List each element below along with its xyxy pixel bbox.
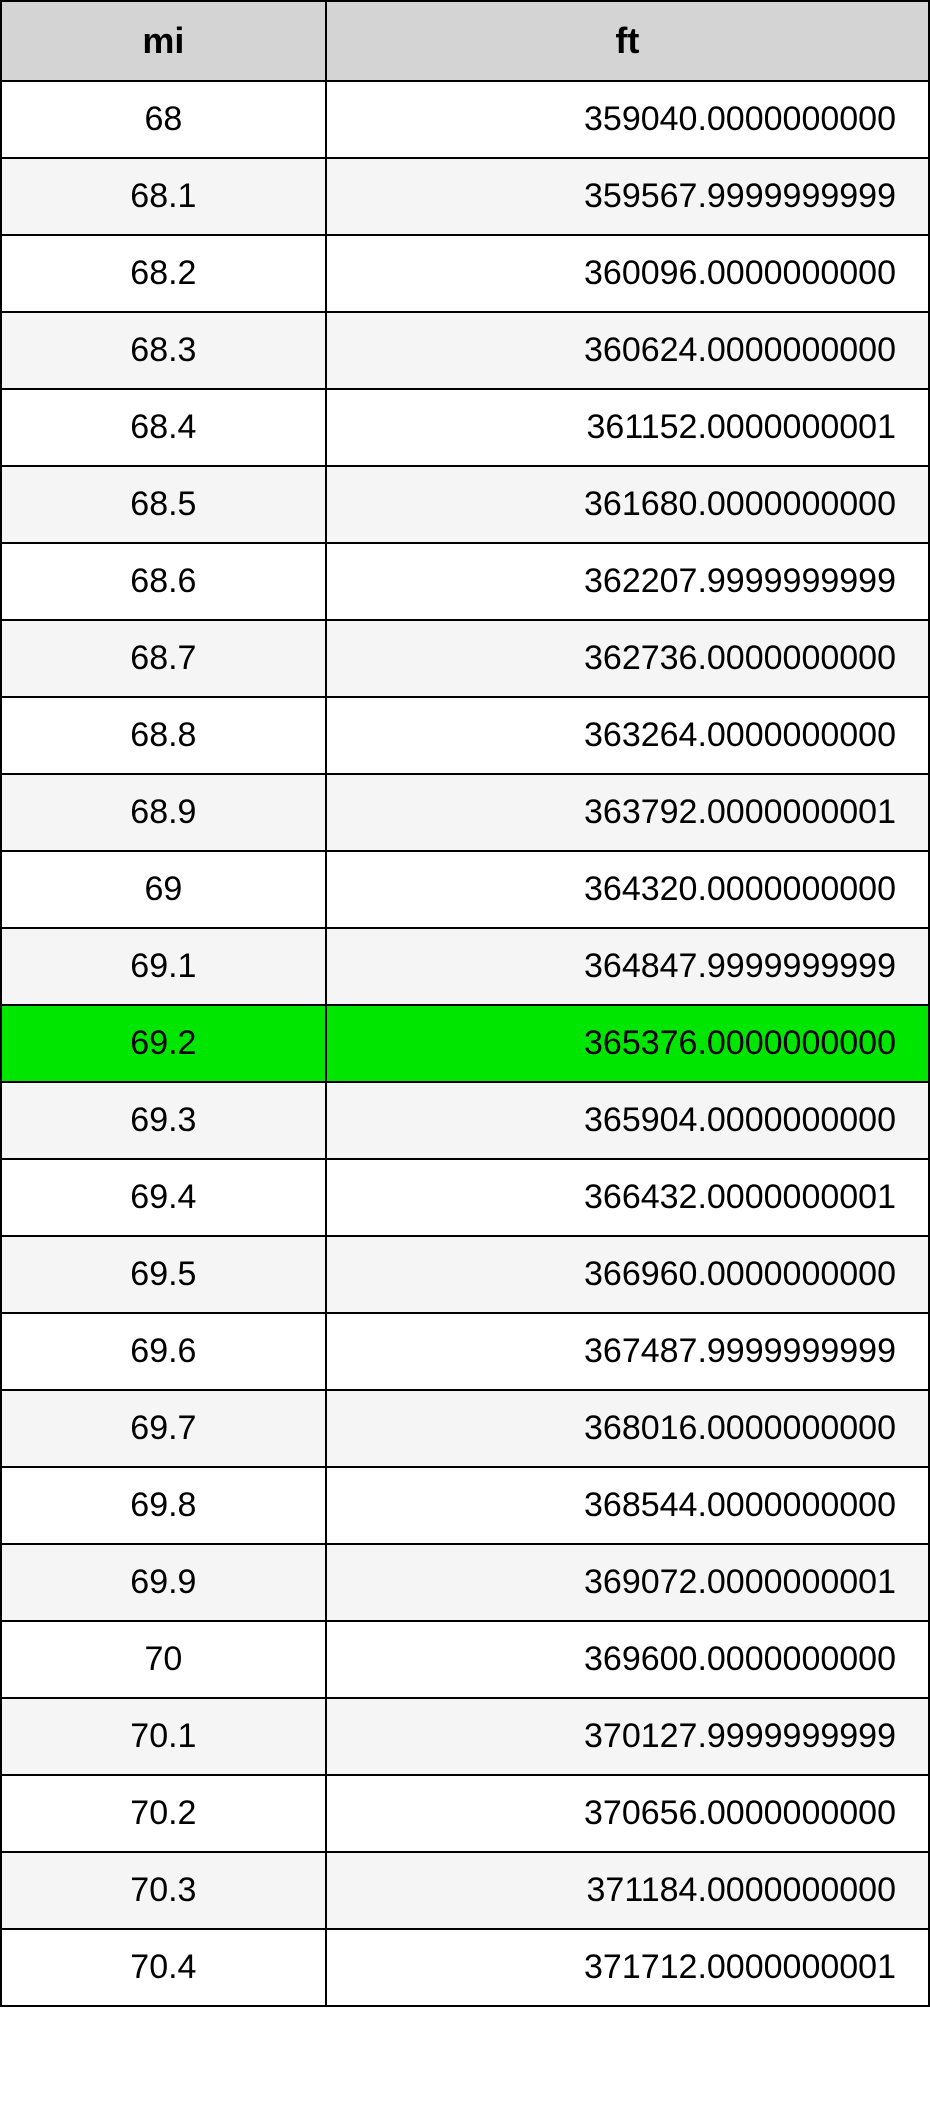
table-row: 68.3 360624.0000000000 bbox=[1, 312, 929, 389]
cell-mi: 70.3 bbox=[1, 1852, 326, 1929]
cell-ft: 366960.0000000000 bbox=[326, 1236, 929, 1313]
cell-mi: 69 bbox=[1, 851, 326, 928]
cell-mi: 68.6 bbox=[1, 543, 326, 620]
table-row: 69.8 368544.0000000000 bbox=[1, 1467, 929, 1544]
table-row: 69.3 365904.0000000000 bbox=[1, 1082, 929, 1159]
cell-ft: 371712.0000000001 bbox=[326, 1929, 929, 2006]
cell-ft: 363792.0000000001 bbox=[326, 774, 929, 851]
col-header-ft: ft bbox=[326, 1, 929, 81]
cell-ft: 368016.0000000000 bbox=[326, 1390, 929, 1467]
cell-mi: 69.8 bbox=[1, 1467, 326, 1544]
table-body: 68 359040.0000000000 68.1 359567.9999999… bbox=[1, 81, 929, 2006]
cell-mi: 69.7 bbox=[1, 1390, 326, 1467]
table-row: 69.5 366960.0000000000 bbox=[1, 1236, 929, 1313]
cell-mi: 70 bbox=[1, 1621, 326, 1698]
cell-mi: 68.7 bbox=[1, 620, 326, 697]
cell-ft: 362207.9999999999 bbox=[326, 543, 929, 620]
table-row: 68.5 361680.0000000000 bbox=[1, 466, 929, 543]
table-row: 69.7 368016.0000000000 bbox=[1, 1390, 929, 1467]
cell-mi: 68.5 bbox=[1, 466, 326, 543]
table-header-row: mi ft bbox=[1, 1, 929, 81]
table-row: 69.1 364847.9999999999 bbox=[1, 928, 929, 1005]
table-row: 68.4 361152.0000000001 bbox=[1, 389, 929, 466]
cell-mi: 68 bbox=[1, 81, 326, 158]
cell-mi: 70.4 bbox=[1, 1929, 326, 2006]
cell-ft: 369600.0000000000 bbox=[326, 1621, 929, 1698]
cell-ft: 370656.0000000000 bbox=[326, 1775, 929, 1852]
cell-mi: 69.4 bbox=[1, 1159, 326, 1236]
cell-ft: 360624.0000000000 bbox=[326, 312, 929, 389]
table-row: 69.9 369072.0000000001 bbox=[1, 1544, 929, 1621]
cell-mi: 70.1 bbox=[1, 1698, 326, 1775]
cell-mi: 68.8 bbox=[1, 697, 326, 774]
cell-mi: 68.2 bbox=[1, 235, 326, 312]
cell-ft: 359567.9999999999 bbox=[326, 158, 929, 235]
cell-mi: 69.3 bbox=[1, 1082, 326, 1159]
cell-ft: 359040.0000000000 bbox=[326, 81, 929, 158]
col-header-mi: mi bbox=[1, 1, 326, 81]
table-row: 69 364320.0000000000 bbox=[1, 851, 929, 928]
cell-ft: 365376.0000000000 bbox=[326, 1005, 929, 1082]
cell-ft: 369072.0000000001 bbox=[326, 1544, 929, 1621]
table-row: 68.8 363264.0000000000 bbox=[1, 697, 929, 774]
table-row: 69.6 367487.9999999999 bbox=[1, 1313, 929, 1390]
table-row: 68.1 359567.9999999999 bbox=[1, 158, 929, 235]
cell-mi: 69.2 bbox=[1, 1005, 326, 1082]
table-row-highlighted: 69.2 365376.0000000000 bbox=[1, 1005, 929, 1082]
cell-ft: 371184.0000000000 bbox=[326, 1852, 929, 1929]
table-row: 69.4 366432.0000000001 bbox=[1, 1159, 929, 1236]
table-row: 68.9 363792.0000000001 bbox=[1, 774, 929, 851]
cell-ft: 362736.0000000000 bbox=[326, 620, 929, 697]
cell-mi: 69.1 bbox=[1, 928, 326, 1005]
cell-ft: 364320.0000000000 bbox=[326, 851, 929, 928]
cell-ft: 361680.0000000000 bbox=[326, 466, 929, 543]
cell-mi: 68.4 bbox=[1, 389, 326, 466]
cell-ft: 366432.0000000001 bbox=[326, 1159, 929, 1236]
cell-ft: 360096.0000000000 bbox=[326, 235, 929, 312]
cell-mi: 68.3 bbox=[1, 312, 326, 389]
cell-mi: 69.6 bbox=[1, 1313, 326, 1390]
table-row: 70.2 370656.0000000000 bbox=[1, 1775, 929, 1852]
table-row: 70 369600.0000000000 bbox=[1, 1621, 929, 1698]
cell-ft: 363264.0000000000 bbox=[326, 697, 929, 774]
table-row: 70.3 371184.0000000000 bbox=[1, 1852, 929, 1929]
conversion-table: mi ft 68 359040.0000000000 68.1 359567.9… bbox=[0, 0, 930, 2007]
cell-mi: 70.2 bbox=[1, 1775, 326, 1852]
table-row: 68.2 360096.0000000000 bbox=[1, 235, 929, 312]
cell-mi: 69.9 bbox=[1, 1544, 326, 1621]
cell-mi: 68.9 bbox=[1, 774, 326, 851]
cell-mi: 68.1 bbox=[1, 158, 326, 235]
table-row: 68.7 362736.0000000000 bbox=[1, 620, 929, 697]
cell-ft: 368544.0000000000 bbox=[326, 1467, 929, 1544]
table-row: 70.1 370127.9999999999 bbox=[1, 1698, 929, 1775]
cell-ft: 367487.9999999999 bbox=[326, 1313, 929, 1390]
cell-ft: 364847.9999999999 bbox=[326, 928, 929, 1005]
table-row: 70.4 371712.0000000001 bbox=[1, 1929, 929, 2006]
cell-ft: 365904.0000000000 bbox=[326, 1082, 929, 1159]
table-row: 68.6 362207.9999999999 bbox=[1, 543, 929, 620]
cell-mi: 69.5 bbox=[1, 1236, 326, 1313]
cell-ft: 370127.9999999999 bbox=[326, 1698, 929, 1775]
cell-ft: 361152.0000000001 bbox=[326, 389, 929, 466]
table-row: 68 359040.0000000000 bbox=[1, 81, 929, 158]
